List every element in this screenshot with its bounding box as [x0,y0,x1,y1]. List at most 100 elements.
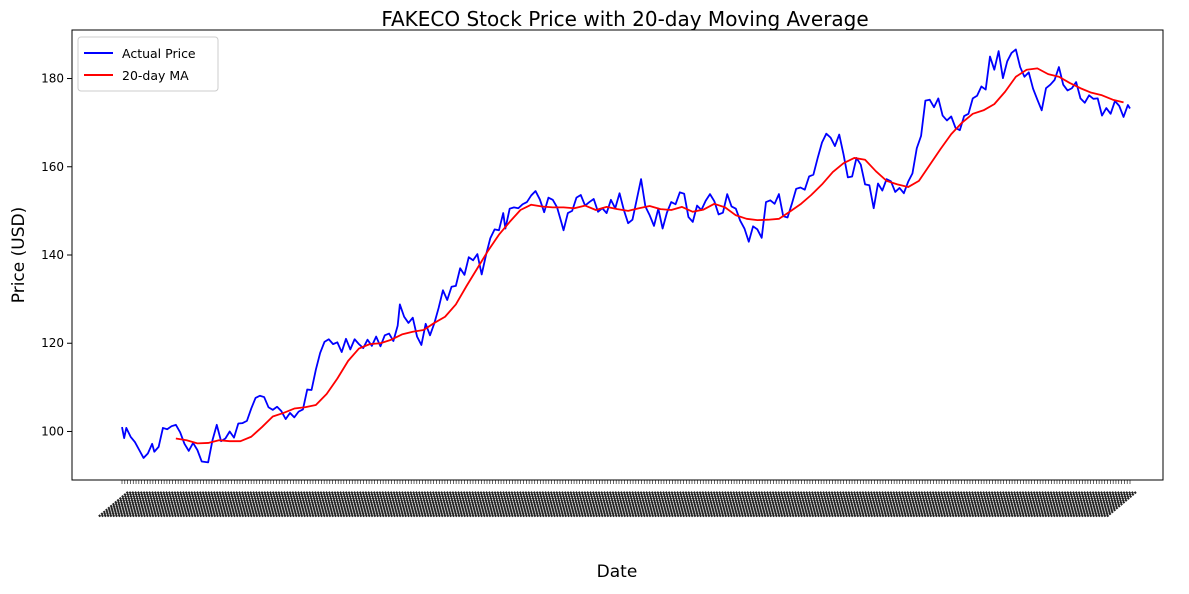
x-tick-label [715,491,747,518]
x-tick-label [564,491,595,518]
x-tick-label [261,491,292,518]
x-tick-label [1089,491,1120,518]
x-tick-label [555,491,587,518]
x-tick-label [103,491,135,518]
x-tick-label [682,491,713,518]
x-tick-label [668,491,699,518]
y-axis-label: Price (USD) [9,207,29,303]
x-tick-label [979,491,1011,518]
x-tick-label [359,491,390,518]
x-tick-label [592,491,623,518]
x-tick-label [906,491,938,518]
x-tick-label [960,491,991,518]
x-tick-label [134,491,166,518]
x-tick-label [1069,491,1101,518]
x-tick-label [1058,491,1089,518]
x-tick-label [539,491,570,518]
x-tick-label [432,491,463,518]
x-tick-label [145,491,177,518]
x-tick-label [98,491,129,518]
y-tick-label: 180 [41,72,64,86]
x-tick-label [915,491,946,518]
x-tick-label [595,491,626,518]
x-tick-label [850,491,882,518]
x-tick-label [395,491,427,518]
x-tick-label [126,491,157,518]
x-tick-label [367,491,399,518]
x-tick-label [881,491,913,518]
x-tick-label [415,491,446,518]
x-tick-label [1027,491,1059,518]
x-tick-label [491,491,522,518]
x-tick-label [867,491,899,518]
x-tick-label [1078,491,1109,518]
x-tick-label [258,491,289,518]
x-tick-label [336,491,368,518]
x-axis-label: Date [597,562,638,582]
x-tick-label [255,491,286,518]
x-tick-label [516,491,548,518]
x-tick-label [297,491,329,518]
x-tick-label [721,491,753,518]
x-tick-label [457,491,489,518]
x-tick-label [331,491,362,518]
x-tick-label [216,491,247,518]
x-tick-label [626,491,657,518]
x-tick-label [822,491,854,518]
x-tick-label [165,491,197,518]
x-tick-label [628,491,660,518]
x-tick-label [196,491,227,518]
x-tick-label [547,491,578,518]
x-tick-label [685,491,716,518]
x-tick-label [277,491,309,518]
x-tick-label [676,491,708,518]
x-tick-label [586,491,618,518]
x-tick-label [407,491,438,518]
x-tick-label [202,491,233,518]
x-tick-label [1041,491,1073,518]
x-tick-label [707,491,738,518]
x-tick-label [634,491,665,518]
x-tick-label [729,491,761,518]
x-tick-label [350,491,382,518]
x-tick-label [673,491,705,518]
x-tick-label [305,491,337,518]
x-tick-label [451,491,483,518]
x-tick-label [743,491,775,518]
x-tick-label [870,491,901,518]
x-tick-label [275,491,306,518]
x-tick-label [393,491,424,518]
x-tick-label [567,491,598,518]
x-tick-label [1055,491,1087,518]
x-tick-label [109,491,140,518]
x-tick-label [485,491,517,518]
x-tick-label [429,491,461,518]
x-tick-label [387,491,418,518]
x-tick-label [887,491,918,518]
x-tick-label [370,491,402,518]
x-tick-label [561,491,592,518]
x-tick-label [982,491,1014,518]
x-tick-label [640,491,671,518]
x-tick-label [348,491,379,518]
x-tick-label [847,491,879,518]
x-tick-label [993,491,1025,518]
x-tick-label [1094,491,1126,518]
x-tick-label [1021,491,1053,518]
x-tick-label [353,491,385,518]
x-tick-label [904,491,935,518]
x-tick-label [1064,491,1095,518]
x-tick-label [317,491,348,518]
x-tick-label [693,491,724,518]
x-tick-label [1072,491,1104,518]
x-tick-label [286,491,317,518]
x-tick-label [224,491,256,518]
x-tick-label [752,491,783,518]
x-tick-label [168,491,199,518]
x-tick-label [294,491,326,518]
x-tick-label [232,491,264,518]
x-tick-label [1002,491,1033,518]
x-tick-label [710,491,741,518]
x-tick-label [115,491,146,518]
x-tick-label [345,491,376,518]
